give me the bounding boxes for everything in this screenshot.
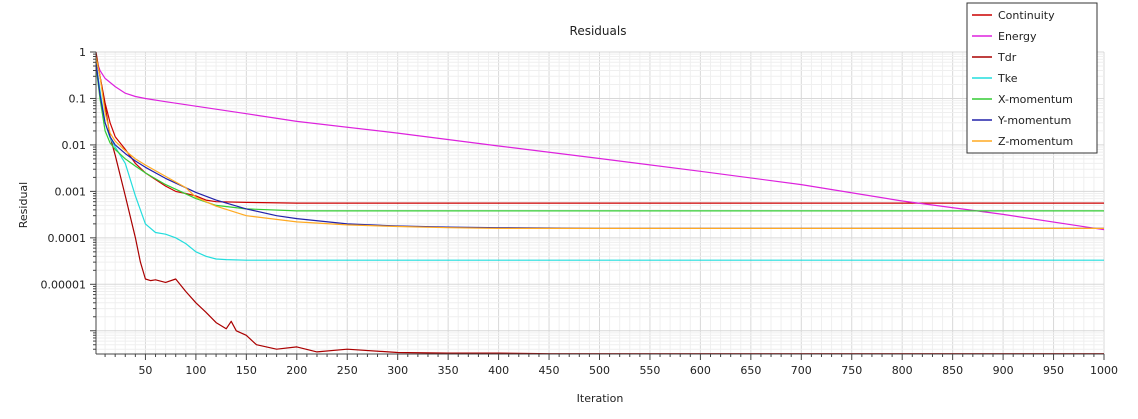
series-line-z-momentum — [95, 56, 1104, 229]
y-axis-ticks: 1 0.1 0.01 0.001 0.0001 0.00001 — [41, 46, 96, 350]
x-tick-label: 250 — [337, 364, 358, 377]
y-tick-label: 0.01 — [62, 139, 87, 152]
x-tick-label: 450 — [539, 364, 560, 377]
series-line-energy — [95, 58, 1105, 231]
x-tick-label: 800 — [892, 364, 913, 377]
x-tick-label: 50 — [138, 364, 152, 377]
legend-label-y-momentum: Y-momentum — [997, 114, 1071, 127]
x-axis-title: Iteration — [577, 392, 624, 405]
x-tick-label: 650 — [740, 364, 761, 377]
x-tick-label: 200 — [286, 364, 307, 377]
x-tick-label: 500 — [589, 364, 610, 377]
x-axis-ticks: 50 100 150 200 250 300 350 400 450 500 550 600 650 70… — [104, 354, 1118, 377]
legend: Continuity Energy Tdr Tke X-momentum Y-moment… — [966, 2, 1098, 154]
legend-label-tdr: Tdr — [997, 51, 1017, 64]
x-tick-label: 1000 — [1090, 364, 1118, 377]
x-tick-label: 600 — [690, 364, 711, 377]
x-tick-label: 550 — [639, 364, 660, 377]
y-axis-title: Residual — [17, 182, 30, 228]
x-tick-label: 350 — [438, 364, 459, 377]
x-tick-label: 900 — [993, 364, 1014, 377]
x-tick-label: 950 — [1043, 364, 1064, 377]
x-tick-label: 150 — [236, 364, 257, 377]
y-tick-label: 0.0001 — [48, 232, 87, 245]
axes — [95, 52, 1104, 355]
y-tick-label: 0.001 — [55, 185, 87, 198]
chart-title: Residuals — [570, 24, 627, 38]
x-tick-label: 700 — [791, 364, 812, 377]
y-tick-label: 0.1 — [69, 92, 87, 105]
grid-lines — [96, 51, 1105, 354]
x-tick-label: 100 — [185, 364, 206, 377]
legend-label-z-momentum: Z-momentum — [998, 135, 1073, 148]
series-line-x-momentum — [95, 65, 1104, 212]
legend-label-energy: Energy — [998, 30, 1037, 43]
x-tick-label: 300 — [387, 364, 408, 377]
legend-label-x-momentum: X-momentum — [998, 93, 1073, 106]
y-tick-label: 0.00001 — [41, 278, 87, 291]
legend-label-continuity: Continuity — [998, 9, 1055, 22]
legend-label-tke: Tke — [997, 72, 1018, 85]
x-tick-label: 850 — [942, 364, 963, 377]
series-line-continuity — [95, 56, 1104, 204]
x-tick-label: 750 — [841, 364, 862, 377]
y-tick-label: 1 — [79, 46, 86, 59]
x-tick-label: 400 — [488, 364, 509, 377]
series-line-tke — [95, 62, 1104, 261]
